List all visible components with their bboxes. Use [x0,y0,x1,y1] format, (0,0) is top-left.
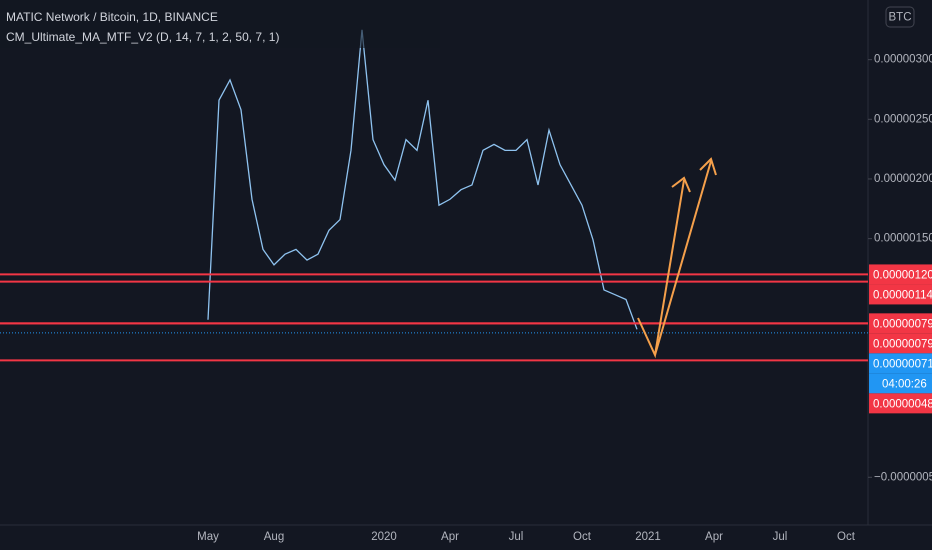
x-tick-label: Oct [837,531,856,543]
y-tick-label: 0.00000150 [874,233,932,245]
countdown-label: 04:00:26 [882,378,927,390]
x-tick-label: Aug [264,531,284,543]
y-tick-label: 0.00000200 [874,173,932,185]
plot [0,29,868,362]
arrow-head [699,157,717,176]
price-label-box [869,313,932,334]
x-tick-label: Apr [705,531,723,543]
price-label-box [869,264,932,285]
x-tick-label: 2021 [635,531,661,543]
price-label: 0.00000079 [873,338,932,350]
currency-label: BTC [889,12,912,24]
currency-button[interactable] [885,6,915,28]
legend-backdrop [0,0,440,48]
y-tick-label: 0.00000300 [874,54,932,66]
price-line [207,29,638,330]
x-tick-label: Jul [509,531,524,543]
chart-title: MATIC Network / Bitcoin, 1D, BINANCE [6,10,218,24]
x-tick-label: Oct [573,531,592,543]
price-label-box [869,284,932,305]
price-label: 0.00000079 [873,318,932,330]
price-label: 0.00000114 [873,289,932,301]
x-tick-label: May [197,531,219,543]
projection-arrows [637,157,717,359]
x-tick-label: 2020 [371,531,397,543]
overlay [637,157,717,359]
price-label: 0.00000071 [873,358,932,370]
indicator-label: CM_Ultimate_MA_MTF_V2 (D, 14, 7, 1, 2, 5… [6,30,279,44]
countdown-box [869,373,932,394]
price-label: 0.00000048 [873,398,932,410]
price-label: 0.00000120 [873,269,932,281]
price-label-box [869,393,932,414]
y-tick-label: 0.00000250 [874,113,932,125]
price-scale: 0.00000300 0.00000250 0.00000200 0.00000150… [868,54,932,483]
x-tick-label: Jul [773,531,788,543]
arrow [654,160,712,356]
x-tick-label: Apr [441,531,459,543]
price-label-box [869,353,932,374]
price-label-box [869,333,932,354]
arrow-head [671,176,691,193]
